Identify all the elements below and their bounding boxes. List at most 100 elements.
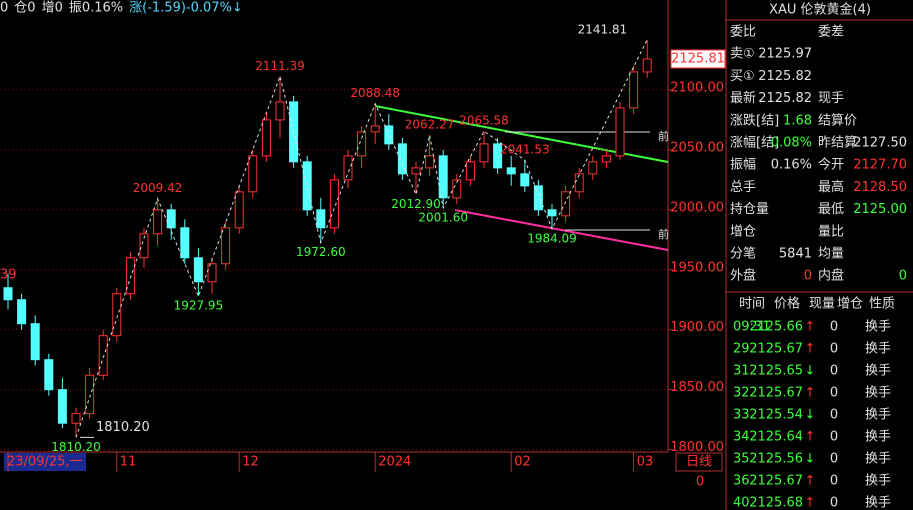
quote-cell: 0.16% [771, 158, 812, 173]
table-header: 时间 [739, 297, 765, 312]
candle-body [465, 161, 475, 181]
candle-body [44, 359, 54, 391]
period-box[interactable] [675, 452, 723, 472]
quote-cell: 涨幅[结] [730, 136, 779, 151]
quote-cell: 昨结算 [818, 136, 857, 151]
candle-body [561, 191, 571, 217]
candle-body [3, 287, 13, 301]
table-cell: 0 [830, 452, 838, 467]
table-cell: 09:31 [733, 320, 770, 335]
quote-cell: 持仓量 [730, 202, 769, 217]
table-cell: 2125.67 [749, 342, 803, 357]
candle-body [574, 173, 584, 193]
y-tick-label: 2100.00 [670, 80, 724, 95]
candle-body [221, 227, 231, 265]
annotation: 2041.53 [500, 143, 550, 157]
quote-cell: 最低 [818, 202, 844, 217]
quote-cell: 委比 [730, 25, 756, 40]
table-cell: 换手 [865, 364, 891, 379]
table-cell: 换手 [865, 408, 891, 423]
quote-cell: 0 [804, 269, 812, 284]
table-cell: 2125.64 [749, 430, 803, 445]
table-cell: ↓ [805, 364, 816, 379]
quote-cell: 1.68 [783, 113, 812, 128]
candle-body [139, 233, 149, 259]
quote-title: XAU 伦敦黄金(4) [769, 2, 871, 18]
candle-body [425, 155, 435, 169]
candle-body [370, 125, 380, 133]
candle-body [248, 155, 258, 193]
quote-cell: 总手 [730, 180, 756, 195]
candle-body [302, 161, 312, 211]
table-cell: 33 [733, 408, 750, 423]
quote-cell: 2127.70 [853, 158, 907, 173]
y-tick-label: 1900.00 [670, 320, 724, 335]
candle-body [343, 155, 353, 181]
table-cell: 换手 [865, 496, 891, 510]
table-cell: ↑ [805, 342, 816, 357]
table-cell: 36 [733, 474, 750, 489]
x-tick-label: 11 [120, 455, 137, 470]
y-tick-label: 1950.00 [670, 260, 724, 275]
table-cell: 换手 [865, 430, 891, 445]
x-tick-label: 12 [242, 455, 259, 470]
candle-body [479, 143, 489, 163]
table-cell: 2125.66 [749, 320, 803, 335]
candle-body [411, 167, 421, 175]
annotation: 2012.90 [391, 197, 441, 211]
quote-cell: 5841 [779, 247, 812, 262]
candle-body [329, 179, 339, 229]
table-cell: 2125.67 [749, 386, 803, 401]
table-cell: ↑ [805, 496, 816, 510]
last-price: 2125.81 [671, 51, 725, 66]
candle-body [112, 293, 122, 337]
table-cell: ↑ [805, 320, 816, 335]
table-cell: 0 [830, 496, 838, 510]
period[interactable]: 日线 [686, 455, 712, 470]
x-tick-label: 03 [637, 455, 654, 470]
candle-body [57, 389, 67, 424]
table-cell: 0 [830, 342, 838, 357]
candle-body [642, 58, 652, 73]
candle-body [384, 125, 394, 145]
table-header: 增仓 [837, 297, 863, 312]
quote-cell: 2128.50 [853, 180, 907, 195]
candle-body [30, 323, 40, 361]
quote-cell: 0 [899, 269, 907, 284]
candle-body [193, 257, 203, 283]
candle-body [275, 101, 285, 121]
table-cell: ↓ [805, 452, 816, 467]
quote-cell: 0.08% [771, 136, 812, 151]
table-cell: 2125.56 [749, 452, 803, 467]
table-cell: 0 [830, 320, 838, 335]
status-item: 增0 [42, 1, 63, 16]
level-label: 前 [658, 129, 669, 143]
candle-body [17, 299, 27, 325]
table-cell: 31 [733, 364, 750, 379]
status-item: 0 [0, 1, 8, 16]
level-label: 前 [658, 227, 669, 241]
x-tick-label: 2024 [378, 455, 411, 470]
table-cell: 0 [830, 474, 838, 489]
table-cell: 29 [733, 342, 750, 357]
table-cell: 32 [733, 386, 750, 401]
y-tick-label: 1850.00 [670, 380, 724, 395]
annotation: 1984.09 [527, 231, 577, 245]
table-cell: 换手 [865, 452, 891, 467]
quote-cell: 委差 [818, 25, 844, 40]
low-note: 1810.20 [96, 420, 150, 435]
annotation: 2009.42 [133, 181, 183, 195]
annotation: 1972.60 [296, 245, 346, 259]
x-tick-label: 23/09/25,一 [7, 455, 83, 470]
quote-cell: 2125.82 [758, 69, 812, 84]
candle-body [357, 131, 367, 157]
quote-cell: 2125.82 [758, 91, 812, 106]
quote-cell: 买① [730, 69, 755, 84]
table-cell: 0 [830, 364, 838, 379]
table-cell: 0 [830, 408, 838, 423]
quote-cell: 2125.97 [758, 47, 812, 62]
table-cell: 换手 [865, 386, 891, 401]
table-header: 现量 [809, 297, 835, 312]
candle-body [588, 161, 598, 175]
annotation: 1927.95 [174, 299, 224, 313]
